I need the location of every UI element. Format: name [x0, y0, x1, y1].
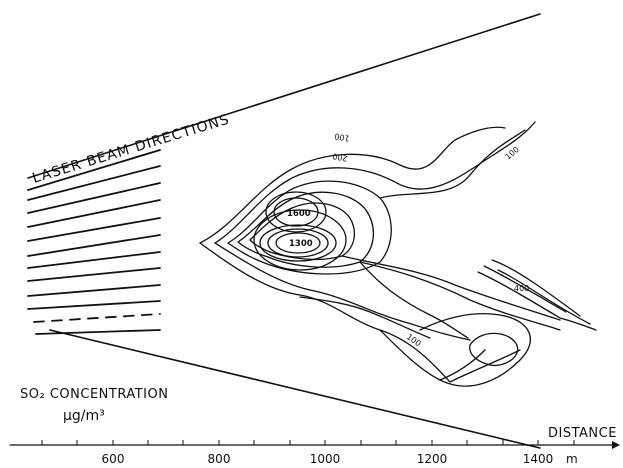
contour-label-400: 400 [514, 284, 529, 293]
concentration-unit-label: µg/m³ [63, 408, 105, 424]
contour-label-100-bottom: 100 [405, 332, 423, 348]
tick-label-1000: 1000 [310, 452, 341, 466]
tick-label-1400: 1400 [523, 452, 554, 466]
fan-lower-boundary [49, 329, 541, 449]
contour-value-labels: 100 200 100 1600 1300 400 100 [287, 131, 529, 348]
tick-label-1200: 1200 [417, 452, 448, 466]
laser-beam-lines [27, 149, 161, 335]
contour-label-1300: 1300 [289, 239, 313, 249]
laser-beam-directions-label: LASER BEAM DIRECTIONS [30, 111, 231, 186]
so2-concentration-label: SO₂ CONCENTRATION [20, 387, 168, 402]
contour-label-1600: 1600 [287, 209, 311, 219]
tick-label-600: 600 [102, 452, 125, 466]
so2-concentration-contours [199, 121, 597, 387]
beam-fan-boundaries [27, 13, 541, 449]
contour-label-200-top: 200 [332, 151, 349, 163]
contour-label-100-top: 100 [334, 131, 351, 143]
tick-label-800: 800 [208, 452, 231, 466]
distance-axis: 600 800 1000 1200 1400 m [9, 440, 620, 466]
axis-arrowhead [612, 441, 620, 449]
axis-unit-m: m [566, 452, 578, 466]
distance-label: DISTANCE [548, 426, 617, 441]
fan-upper-boundary [27, 13, 541, 179]
